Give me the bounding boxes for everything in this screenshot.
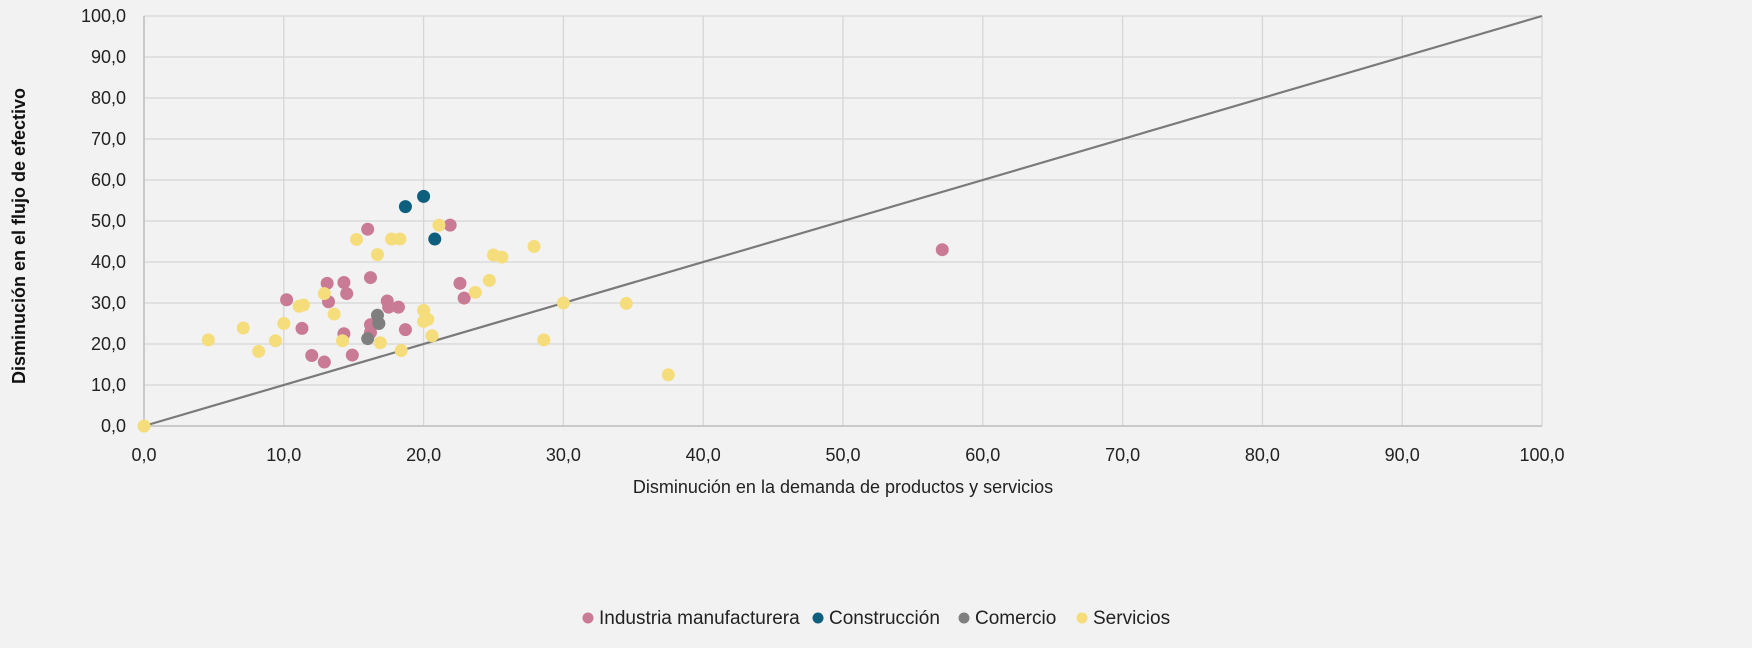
data-point-servicios — [317, 287, 331, 301]
data-point-industria-manufacturera — [363, 271, 377, 285]
data-point-servicios — [468, 285, 482, 299]
data-point-industria-manufacturera — [382, 300, 396, 314]
y-tick-label: 10,0 — [91, 375, 126, 395]
data-point-industria-manufacturera — [280, 293, 294, 307]
x-tick-label: 10,0 — [266, 445, 301, 465]
x-tick-label: 20,0 — [406, 445, 441, 465]
x-tick-label: 100,0 — [1519, 445, 1564, 465]
data-point-servicios — [482, 273, 496, 287]
data-point-industria-manufacturera — [337, 276, 351, 289]
data-points — [137, 189, 949, 433]
y-tick-label: 60,0 — [91, 170, 126, 190]
legend-marker-comercio — [958, 612, 970, 624]
data-point-servicios — [327, 307, 341, 321]
legend-label-construccion: Construcción — [829, 608, 940, 629]
y-tick-label: 0,0 — [101, 416, 126, 436]
data-point-industria-manufacturera — [457, 291, 471, 305]
data-point-servicios — [137, 419, 151, 433]
x-tick-label: 40,0 — [686, 445, 721, 465]
data-point-servicios — [201, 333, 215, 347]
data-point-servicios — [425, 329, 439, 343]
legend-marker-construccion — [812, 612, 824, 624]
data-point-servicios — [432, 218, 446, 232]
x-tick-label: 80,0 — [1245, 445, 1280, 465]
data-point-construccion — [428, 232, 442, 246]
x-tick-label: 60,0 — [965, 445, 1000, 465]
data-point-industria-manufacturera — [345, 348, 359, 362]
legend-marker-servicios — [1076, 612, 1088, 624]
y-tick-label: 20,0 — [91, 334, 126, 354]
legend-label-industria-manufacturera: Industria manufacturera — [599, 608, 800, 629]
reference-line — [143, 14, 1543, 428]
data-point-servicios — [236, 321, 250, 335]
data-point-industria-manufacturera — [935, 243, 949, 257]
data-point-servicios — [268, 334, 282, 348]
data-point-industria-manufacturera — [317, 355, 331, 369]
data-point-industria-manufacturera — [398, 323, 412, 337]
y-axis-title: Disminución en el flujo de efectivo — [9, 88, 29, 384]
y-tick-label: 70,0 — [91, 129, 126, 149]
data-point-industria-manufacturera — [391, 300, 405, 314]
x-tick-label: 50,0 — [825, 445, 860, 465]
data-point-servicios — [619, 296, 633, 310]
tick-labels: 0,0 10,0 20,0 30,0 40,0 50,0 60,0 70,0 80,0 90,0 1… — [81, 6, 1565, 465]
data-point-industria-manufacturera — [453, 276, 467, 290]
data-point-industria-manufacturera — [320, 276, 334, 290]
data-point-servicios — [336, 334, 350, 348]
data-point-construccion — [398, 200, 412, 214]
data-point-servicios — [556, 296, 570, 310]
data-point-servicios — [349, 232, 363, 246]
x-tick-label: 90,0 — [1385, 445, 1420, 465]
y-tick-label: 90,0 — [91, 47, 126, 67]
data-point-servicios — [373, 336, 387, 350]
data-point-industria-manufacturera — [305, 348, 319, 362]
data-point-servicios — [421, 312, 435, 326]
y-tick-label: 30,0 — [91, 293, 126, 313]
y-tick-label: 50,0 — [91, 211, 126, 231]
x-axis-title: Disminución en la demanda de productos y… — [633, 477, 1053, 497]
data-point-servicios — [394, 344, 408, 358]
data-point-industria-manufacturera — [443, 218, 457, 232]
data-point-servicios — [661, 368, 675, 382]
data-point-servicios — [527, 239, 541, 253]
data-point-construccion — [417, 189, 431, 203]
data-point-servicios — [393, 232, 407, 246]
y-tick-label: 40,0 — [91, 252, 126, 272]
data-point-servicios — [277, 317, 291, 330]
data-point-comercio — [372, 317, 386, 330]
x-tick-label: 0,0 — [131, 445, 156, 465]
data-point-industria-manufacturera — [361, 222, 375, 236]
y-tick-label: 80,0 — [91, 88, 126, 108]
legend: Industria manufacturera Construcción Comer… — [582, 608, 1170, 629]
data-point-industria-manufacturera — [340, 287, 354, 301]
x-tick-label: 30,0 — [546, 445, 581, 465]
data-point-servicios — [296, 298, 310, 312]
data-point-servicios — [252, 344, 266, 358]
data-point-servicios — [370, 248, 384, 262]
x-tick-label: 70,0 — [1105, 445, 1140, 465]
legend-label-comercio: Comercio — [975, 608, 1056, 629]
y-tick-label: 100,0 — [81, 6, 126, 26]
data-point-industria-manufacturera — [295, 321, 309, 335]
data-point-comercio — [361, 332, 375, 346]
legend-label-servicios: Servicios — [1093, 608, 1170, 629]
reference-line-group — [143, 14, 1543, 428]
data-point-servicios — [537, 333, 551, 347]
legend-marker-industria-manufacturera — [582, 612, 594, 624]
data-point-servicios — [495, 250, 509, 264]
